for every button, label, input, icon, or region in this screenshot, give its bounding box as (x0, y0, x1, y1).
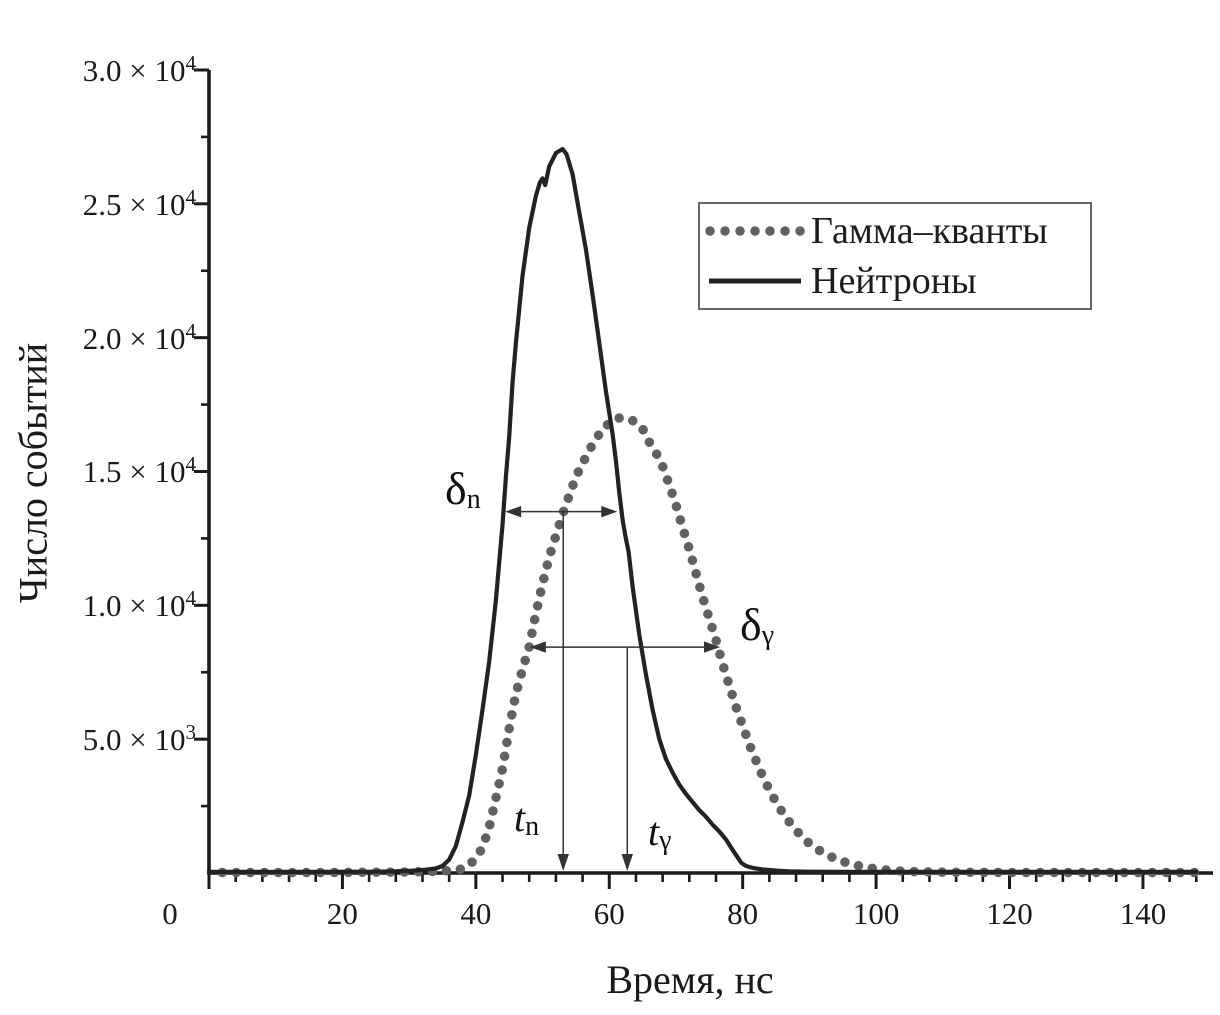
legend-label-gamma: Гамма–кванты (811, 210, 1048, 252)
legend-item-gamma: Гамма–кванты (700, 206, 1090, 256)
delta-n-label: δn (445, 463, 481, 516)
dotted-line-sample-icon (705, 226, 805, 236)
delta-gamma-width-arrow-right-arrowhead-icon (703, 641, 720, 653)
x-axis-title: Время, нс (606, 956, 773, 1003)
t-gamma-label: tγ (648, 809, 672, 857)
y-axis-title: Число событий (10, 343, 57, 603)
legend-label-neutron: Нейтроны (811, 260, 977, 302)
legend: Гамма–кванты Нейтроны (698, 202, 1092, 310)
delta-gamma-width-arrow-left-arrowhead-icon (529, 641, 546, 653)
delta-n-width-arrow-right-arrowhead-icon (601, 505, 618, 518)
x-axis-title-text: Время, нс (606, 957, 774, 1002)
delta-n-width-arrow-left-arrowhead-icon (505, 505, 522, 518)
solid-line-sample-icon (709, 278, 801, 284)
delta-gamma-label: δγ (740, 599, 775, 652)
neutron-curve (206, 146, 1199, 875)
t-gamma-position-arrow-down-arrowhead-icon (621, 854, 633, 871)
t-n-label: tn (514, 795, 540, 843)
y-axis-title-text: Число событий (10, 342, 56, 604)
t-n-position-arrow-down-arrowhead-icon (557, 854, 569, 871)
legend-item-neutron: Нейтроны (700, 256, 1090, 306)
gamma-curve (217, 413, 1202, 878)
